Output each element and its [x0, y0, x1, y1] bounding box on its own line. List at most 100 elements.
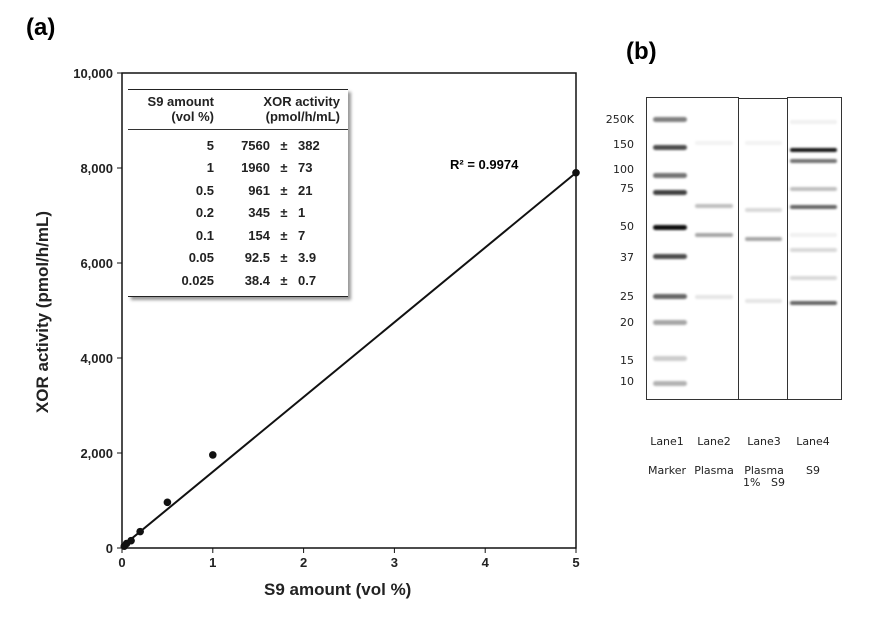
- data-point: [572, 168, 580, 177]
- mw-marker-label: 75: [620, 182, 634, 195]
- marker-band: [653, 380, 687, 386]
- lane2-band: [695, 295, 733, 299]
- lane-label: Lane2: [697, 435, 731, 448]
- panel-b-label: (b): [626, 38, 657, 65]
- y-tick-label: 10,000: [73, 66, 113, 81]
- cell-sd: 7: [298, 227, 306, 243]
- lane4-band: [790, 120, 837, 124]
- lane4-band: [790, 187, 837, 191]
- trendline: [121, 171, 577, 548]
- cell-mean: 7560: [241, 137, 270, 153]
- mw-marker-label: 50: [620, 220, 634, 233]
- gel-box-lane-3: [738, 98, 788, 400]
- mw-marker-label: 100: [613, 163, 634, 176]
- cell-amount: 1: [206, 160, 214, 176]
- lane4-band: [790, 159, 837, 163]
- cell-mean: 38.4: [244, 272, 270, 288]
- header-xor-activity: XOR activity (pmol/h/mL): [214, 94, 340, 124]
- header-line: S9 amount: [147, 94, 214, 109]
- header-line: XOR activity: [263, 94, 340, 109]
- lane2-band: [695, 233, 733, 237]
- cell-mean: 961: [248, 182, 270, 198]
- cell-pm: ±: [280, 137, 288, 153]
- cell-pm: ±: [280, 227, 288, 243]
- marker-band: [653, 224, 687, 230]
- cell-pm: ±: [280, 250, 288, 266]
- lane3-band: [745, 208, 782, 212]
- x-tick-label: 2: [300, 555, 307, 570]
- y-tick-label: 8,000: [80, 161, 113, 176]
- data-point: [209, 451, 217, 459]
- gel-box-lane-4: [787, 97, 842, 400]
- marker-band: [653, 319, 687, 325]
- lane4-band: [790, 301, 837, 305]
- plot-frame: [121, 72, 577, 549]
- table-row: 1 1960 ±73: [128, 157, 348, 180]
- cell-amount: 0.1: [195, 227, 214, 243]
- table-row: 0.05 92.5 ±3.9: [128, 247, 348, 270]
- cell-amount: 5: [206, 137, 214, 153]
- lane-label: Lane3: [747, 435, 781, 448]
- y-tick-label: 0: [106, 541, 113, 556]
- cell-sd: 1: [298, 205, 306, 221]
- y-tick-label: 4,000: [80, 351, 113, 366]
- table-header: S9 amount (vol %) XOR activity (pmol/h/m…: [128, 90, 348, 130]
- table-row: 0.5 961 ±21: [128, 179, 348, 202]
- cell-sd: 21: [298, 182, 313, 198]
- x-tick-label: 0: [118, 555, 125, 570]
- marker-band: [653, 172, 687, 178]
- lane3-band: [745, 141, 782, 145]
- header-line: (pmol/h/mL): [265, 109, 340, 124]
- mw-marker-label: 250K: [605, 113, 634, 126]
- lane4-band: [790, 205, 837, 209]
- cell-sd: 3.9: [298, 250, 317, 266]
- x-tick-label: 4: [482, 555, 490, 570]
- cell-pm: ±: [280, 205, 288, 221]
- y-tick-label: 2,000: [80, 446, 113, 461]
- mw-marker-label: 10: [620, 375, 634, 388]
- cell-pm: ±: [280, 182, 288, 198]
- cell-amount: 0.2: [195, 205, 214, 221]
- y-tick-label: 6,000: [80, 256, 113, 271]
- x-tick-label: 1: [209, 555, 216, 570]
- data-point: [127, 536, 135, 545]
- activity-table: S9 amount (vol %) XOR activity (pmol/h/m…: [128, 89, 348, 297]
- table-row: 5 7560 ±382: [128, 134, 348, 157]
- lane-label: Lane1: [650, 435, 684, 448]
- lane3-sublabel: 1% S9: [743, 476, 785, 489]
- lane4-band: [790, 148, 837, 152]
- header-line: (vol %): [171, 109, 214, 124]
- lane2-band: [695, 204, 733, 208]
- marker-band: [653, 253, 687, 259]
- marker-band: [653, 144, 687, 150]
- lane-label: Lane4: [796, 435, 830, 448]
- mw-marker-label: 25: [620, 290, 634, 303]
- table-row: 0.025 38.4 ±0.7: [128, 269, 348, 292]
- lane3-band: [745, 237, 782, 241]
- x-tick-label: 3: [391, 555, 398, 570]
- marker-band: [653, 355, 687, 361]
- lane4-band: [790, 276, 837, 280]
- cell-mean: 345: [248, 205, 270, 221]
- marker-band: [653, 293, 687, 299]
- cell-mean: 92.5: [244, 250, 270, 266]
- mw-marker-label: 150: [613, 138, 634, 151]
- cell-amount: 0.5: [195, 182, 214, 198]
- x-tick-label: 5: [572, 555, 579, 570]
- data-point: [136, 527, 144, 536]
- lane2-band: [695, 141, 733, 145]
- cell-sd: 73: [298, 160, 313, 176]
- marker-band: [653, 189, 687, 195]
- sample-label: Marker: [647, 464, 687, 477]
- x-axis-title: S9 amount (vol %): [264, 580, 412, 599]
- sample-label: Plasma: [694, 464, 734, 477]
- cell-pm: ±: [280, 160, 288, 176]
- mw-marker-label: 37: [620, 251, 634, 264]
- cell-sd: 382: [298, 137, 320, 153]
- header-s9-amount: S9 amount (vol %): [128, 94, 214, 124]
- cell-amount: 0.025: [181, 272, 214, 288]
- cell-sd: 0.7: [298, 272, 317, 288]
- cell-amount: 0.05: [188, 250, 214, 266]
